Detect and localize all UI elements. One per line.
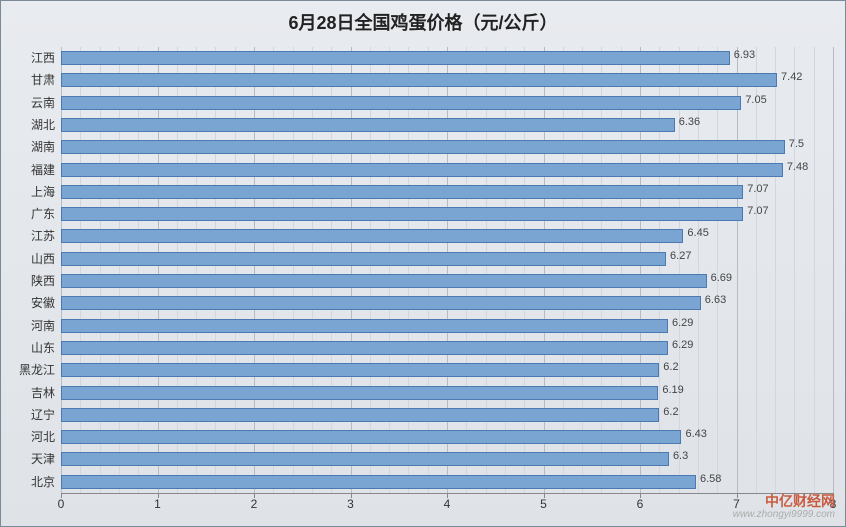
chart-title: 6月28日全国鸡蛋价格（元/公斤） bbox=[1, 1, 845, 35]
bar-value-label: 7.5 bbox=[789, 138, 804, 150]
bar bbox=[61, 341, 668, 355]
bar-value-label: 7.07 bbox=[747, 183, 768, 195]
x-axis-label: 4 bbox=[444, 497, 451, 511]
bar-row: 6.2 bbox=[61, 404, 833, 426]
y-axis-label: 北京 bbox=[5, 471, 55, 493]
bar-value-label: 6.93 bbox=[734, 49, 755, 61]
x-axis-label: 2 bbox=[251, 497, 258, 511]
bar-row: 6.19 bbox=[61, 382, 833, 404]
bar-value-label: 6.63 bbox=[705, 294, 726, 306]
y-axis-label: 辽宁 bbox=[5, 404, 55, 426]
bar-value-label: 6.58 bbox=[700, 473, 721, 485]
bar-row: 6.27 bbox=[61, 248, 833, 270]
gridline bbox=[833, 47, 834, 493]
y-axis-label: 安徽 bbox=[5, 292, 55, 314]
bar bbox=[61, 452, 669, 466]
bar bbox=[61, 207, 743, 221]
bar-value-label: 6.36 bbox=[679, 116, 700, 128]
bar-value-label: 7.42 bbox=[781, 71, 802, 83]
bar-row: 6.36 bbox=[61, 114, 833, 136]
y-axis-label: 河南 bbox=[5, 315, 55, 337]
bar-value-label: 6.2 bbox=[663, 406, 678, 418]
bar-row: 6.43 bbox=[61, 426, 833, 448]
plot-area: 6.93 7.42 7.05 6.36 7.5 7.48 7.07 7.07 6.45 6.27 6… bbox=[61, 47, 833, 493]
watermark-brand: 中亿财经网 bbox=[765, 493, 835, 509]
bar-value-label: 6.29 bbox=[672, 317, 693, 329]
bar-row: 7.07 bbox=[61, 203, 833, 225]
bar bbox=[61, 163, 783, 177]
y-axis-label: 山东 bbox=[5, 337, 55, 359]
bar bbox=[61, 229, 683, 243]
watermark-url: www.zhongyi9999.com bbox=[733, 509, 835, 520]
bar-value-label: 6.69 bbox=[711, 272, 732, 284]
bar-row: 6.58 bbox=[61, 471, 833, 493]
x-axis-label: 1 bbox=[154, 497, 161, 511]
y-axis-label: 天津 bbox=[5, 448, 55, 470]
bar bbox=[61, 252, 666, 266]
bar bbox=[61, 363, 659, 377]
bar bbox=[61, 319, 668, 333]
bar-row: 6.29 bbox=[61, 315, 833, 337]
bar-row: 7.42 bbox=[61, 69, 833, 91]
watermark: 中亿财经网 www.zhongyi9999.com bbox=[733, 494, 835, 520]
bar-row: 6.93 bbox=[61, 47, 833, 69]
y-axis-label: 上海 bbox=[5, 181, 55, 203]
bar-row: 6.2 bbox=[61, 359, 833, 381]
y-axis-label: 广东 bbox=[5, 203, 55, 225]
bar-row: 7.48 bbox=[61, 159, 833, 181]
chart-container: 6月28日全国鸡蛋价格（元/公斤） 6.937.427.056.367.57.4… bbox=[0, 0, 846, 527]
bar-value-label: 6.29 bbox=[672, 339, 693, 351]
bar bbox=[61, 96, 741, 110]
bar-value-label: 7.48 bbox=[787, 161, 808, 173]
y-axis-label: 湖南 bbox=[5, 136, 55, 158]
y-axis-label: 云南 bbox=[5, 92, 55, 114]
bar bbox=[61, 51, 730, 65]
bar-value-label: 6.27 bbox=[670, 250, 691, 262]
y-axis-label: 甘肃 bbox=[5, 69, 55, 91]
bar-row: 7.07 bbox=[61, 181, 833, 203]
bar-value-label: 7.07 bbox=[747, 205, 768, 217]
bar bbox=[61, 296, 701, 310]
y-axis-label: 福建 bbox=[5, 159, 55, 181]
y-axis-label: 吉林 bbox=[5, 382, 55, 404]
bar bbox=[61, 140, 785, 154]
y-axis-label: 黑龙江 bbox=[5, 359, 55, 381]
x-axis-label: 5 bbox=[540, 497, 547, 511]
bar-row: 7.05 bbox=[61, 92, 833, 114]
bar bbox=[61, 73, 777, 87]
y-axis-label: 山西 bbox=[5, 248, 55, 270]
y-axis-label: 湖北 bbox=[5, 114, 55, 136]
x-axis-label: 6 bbox=[637, 497, 644, 511]
bar-row: 6.69 bbox=[61, 270, 833, 292]
bar bbox=[61, 475, 696, 489]
bar bbox=[61, 408, 659, 422]
bar-value-label: 6.45 bbox=[687, 227, 708, 239]
bar-value-label: 7.05 bbox=[745, 94, 766, 106]
bar bbox=[61, 386, 658, 400]
bar-row: 7.5 bbox=[61, 136, 833, 158]
y-axis-label: 江苏 bbox=[5, 225, 55, 247]
y-axis-label: 河北 bbox=[5, 426, 55, 448]
bar bbox=[61, 185, 743, 199]
bar-value-label: 6.43 bbox=[685, 428, 706, 440]
bar-row: 6.45 bbox=[61, 225, 833, 247]
bar bbox=[61, 118, 675, 132]
x-axis-label: 3 bbox=[347, 497, 354, 511]
bar-value-label: 6.3 bbox=[673, 450, 688, 462]
y-axis-label: 陕西 bbox=[5, 270, 55, 292]
bar-value-label: 6.19 bbox=[662, 384, 683, 396]
y-axis-label: 江西 bbox=[5, 47, 55, 69]
bar-row: 6.29 bbox=[61, 337, 833, 359]
bar-value-label: 6.2 bbox=[663, 361, 678, 373]
bar bbox=[61, 430, 681, 444]
x-axis-label: 0 bbox=[58, 497, 65, 511]
bar bbox=[61, 274, 707, 288]
bar-row: 6.63 bbox=[61, 292, 833, 314]
bar-row: 6.3 bbox=[61, 448, 833, 470]
